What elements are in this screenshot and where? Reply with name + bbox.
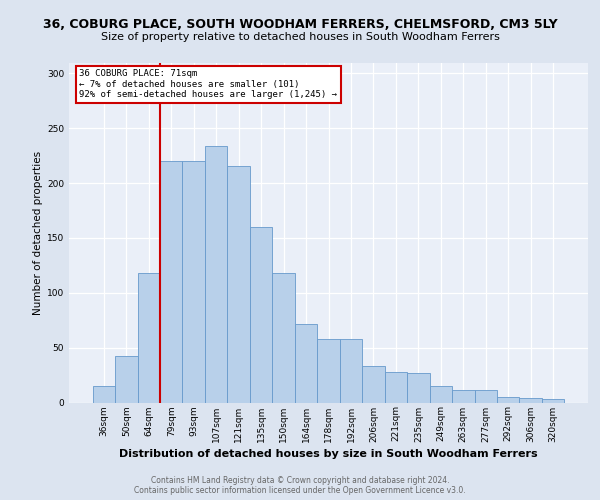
Bar <box>227 166 250 402</box>
Text: 36, COBURG PLACE, SOUTH WOODHAM FERRERS, CHELMSFORD, CM3 5LY: 36, COBURG PLACE, SOUTH WOODHAM FERRERS,… <box>43 18 557 30</box>
Bar <box>205 146 227 403</box>
Bar <box>182 161 205 402</box>
Bar <box>362 366 385 402</box>
Text: Contains HM Land Registry data © Crown copyright and database right 2024.
Contai: Contains HM Land Registry data © Crown c… <box>134 476 466 495</box>
Bar <box>272 273 295 402</box>
Bar <box>340 339 362 402</box>
Bar <box>520 398 542 402</box>
Bar <box>317 339 340 402</box>
Bar <box>475 390 497 402</box>
Text: Size of property relative to detached houses in South Woodham Ferrers: Size of property relative to detached ho… <box>101 32 499 42</box>
Bar <box>542 399 565 402</box>
Bar <box>160 161 182 402</box>
Bar <box>407 373 430 402</box>
Bar <box>92 386 115 402</box>
Bar <box>430 386 452 402</box>
Bar <box>452 390 475 402</box>
Bar <box>250 227 272 402</box>
Bar <box>137 273 160 402</box>
Bar <box>295 324 317 402</box>
Text: 36 COBURG PLACE: 71sqm
← 7% of detached houses are smaller (101)
92% of semi-det: 36 COBURG PLACE: 71sqm ← 7% of detached … <box>79 70 337 99</box>
Bar <box>385 372 407 402</box>
Bar <box>115 356 137 403</box>
X-axis label: Distribution of detached houses by size in South Woodham Ferrers: Distribution of detached houses by size … <box>119 448 538 458</box>
Y-axis label: Number of detached properties: Number of detached properties <box>33 150 43 314</box>
Bar <box>497 397 520 402</box>
